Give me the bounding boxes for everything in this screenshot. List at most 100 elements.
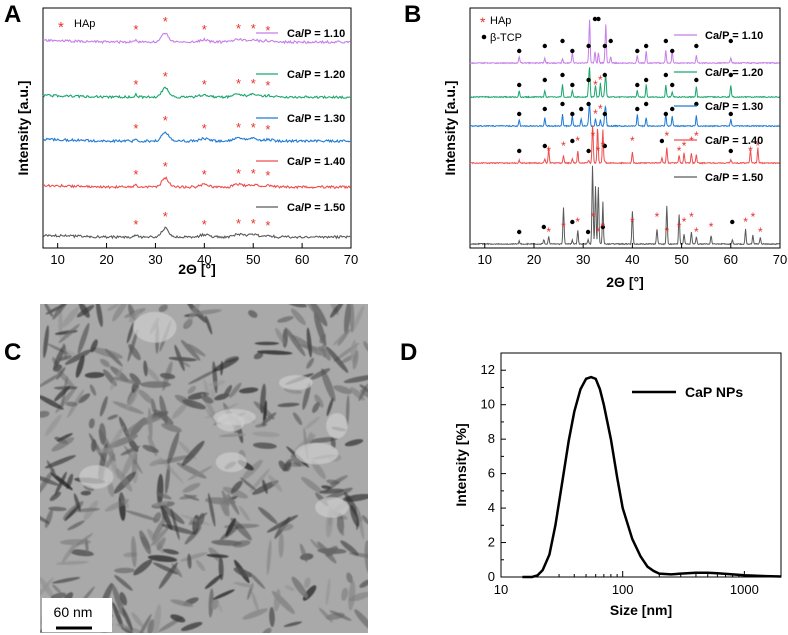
tem-nanorod bbox=[336, 523, 345, 536]
size-distribution-curve bbox=[522, 375, 782, 579]
panel-a-hap-legend-label: HAp bbox=[74, 18, 95, 30]
panel-d-y-axis-label: Intensity [%] bbox=[453, 423, 469, 506]
panel-a-hap-peak-marker: * bbox=[202, 22, 207, 37]
scale-bar-box bbox=[42, 598, 112, 632]
panel-b-x-tick-label: 20 bbox=[527, 252, 541, 267]
tem-nanorod bbox=[61, 541, 78, 564]
panel-b-pattern-line bbox=[469, 19, 780, 65]
tem-nanorod bbox=[150, 525, 170, 547]
tem-nanorod bbox=[196, 513, 205, 528]
tem-nanorod bbox=[95, 304, 103, 327]
tem-nanorod bbox=[233, 567, 252, 578]
tem-nanorod bbox=[137, 613, 152, 633]
tem-nanorod bbox=[278, 532, 284, 558]
tem-nanorod bbox=[64, 349, 92, 365]
tem-nanorod bbox=[128, 344, 141, 361]
panel-a-legend-label: Ca/P = 1.20 bbox=[287, 69, 345, 81]
tem-nanorod bbox=[125, 387, 140, 410]
panel-b-legend-label: Ca/P = 1.50 bbox=[705, 172, 763, 184]
panel-b-x-tick-label: 30 bbox=[576, 252, 590, 267]
tem-nanorod bbox=[158, 304, 168, 313]
panel-b-tcp-peak-marker bbox=[592, 16, 598, 22]
panel-b-tcp-legend-label: β-TCP bbox=[490, 32, 522, 44]
tem-nanorod bbox=[187, 553, 192, 569]
panel-b-tcp-peak-marker bbox=[643, 101, 649, 107]
panel-label-a: A bbox=[4, 1, 21, 28]
tem-nanorod bbox=[140, 381, 172, 388]
panel-d-frame bbox=[500, 352, 782, 578]
panel-b-tcp-peak-marker bbox=[694, 43, 699, 49]
tem-nanorod bbox=[306, 357, 315, 369]
tem-light-region bbox=[133, 311, 177, 343]
tem-nanorod bbox=[277, 402, 300, 408]
panel-b-tcp-peak-marker bbox=[602, 43, 608, 49]
tem-nanorod bbox=[345, 394, 350, 426]
panel-b-legend-label: Ca/P = 1.20 bbox=[705, 67, 763, 79]
tem-nanorod bbox=[303, 304, 323, 321]
tem-nanorod bbox=[65, 401, 78, 407]
panel-a-pattern-line bbox=[42, 86, 351, 100]
tem-nanorod bbox=[221, 490, 230, 507]
tem-nanorod bbox=[159, 456, 184, 484]
panel-b-hap-peak-marker: * bbox=[598, 102, 603, 116]
panel-b-hap-peak-marker: * bbox=[682, 139, 687, 153]
panel-b-tcp-peak-marker bbox=[728, 148, 733, 154]
tem-nanorod bbox=[112, 304, 129, 322]
tem-nanorod bbox=[329, 610, 352, 621]
tem-light-region bbox=[215, 452, 247, 473]
tem-nanorod bbox=[348, 580, 356, 611]
panel-b-hap-peak-marker: * bbox=[758, 225, 763, 239]
tem-nanorod bbox=[229, 382, 242, 398]
panel-b-tcp-peak-marker bbox=[694, 77, 699, 83]
tem-nanorod bbox=[69, 533, 94, 551]
panel-b-tcp-peak-marker bbox=[560, 72, 565, 78]
tem-nanorod bbox=[40, 372, 63, 388]
tem-nanorod bbox=[159, 395, 168, 425]
panel-b-x-tick-label: 50 bbox=[674, 252, 688, 267]
panel-a-hap-peak-marker: * bbox=[133, 22, 138, 37]
tem-nanorod bbox=[111, 377, 146, 386]
tem-nanorod bbox=[58, 323, 80, 344]
panel-b-hap-peak-marker: * bbox=[546, 225, 551, 239]
tem-nanorod bbox=[107, 304, 120, 311]
tem-nanorod bbox=[263, 400, 267, 427]
tem-nanorod bbox=[321, 485, 332, 490]
tem-nanorod bbox=[268, 474, 283, 492]
panel-a-hap-peak-marker: * bbox=[251, 120, 256, 135]
tem-nanorod bbox=[131, 536, 137, 568]
tem-nanorod bbox=[153, 501, 169, 507]
panel-b-tcp-peak-marker bbox=[670, 82, 675, 88]
panel-a-hap-peak-marker: * bbox=[163, 14, 168, 29]
panel-c-tem-image: 60 nm bbox=[40, 304, 368, 633]
panel-b-hap-peak-marker: * bbox=[677, 144, 682, 158]
panel-b-tcp-peak-marker bbox=[517, 48, 522, 54]
tem-nanorod bbox=[139, 530, 151, 555]
panel-b-hap-peak-marker: * bbox=[593, 107, 598, 121]
panel-b-tcp-peak-marker bbox=[670, 106, 675, 112]
tem-nanorod bbox=[253, 352, 264, 360]
tem-nanorod bbox=[283, 621, 303, 627]
panel-b-tcp-peak-marker bbox=[570, 111, 575, 117]
tem-nanorod bbox=[142, 444, 159, 453]
tem-nanorod bbox=[216, 601, 223, 613]
tem-nanorod bbox=[53, 344, 66, 370]
tem-nanorod bbox=[90, 339, 98, 353]
panel-a-hap-peak-marker: * bbox=[236, 21, 241, 36]
tem-nanorod bbox=[291, 334, 322, 356]
panel-b-legend-label: Ca/P = 1.30 bbox=[705, 101, 763, 113]
tem-nanorod bbox=[218, 557, 224, 581]
tem-nanorod bbox=[167, 431, 180, 465]
panel-b-tcp-peak-marker bbox=[600, 224, 606, 230]
panel-b-hap-peak-marker: * bbox=[682, 215, 687, 229]
panel-a-x-tick-label: 20 bbox=[99, 252, 113, 267]
tem-nanorod bbox=[147, 619, 155, 633]
panel-a-legend-label: Ca/P = 1.10 bbox=[287, 28, 345, 40]
tem-nanorod bbox=[266, 514, 299, 533]
tem-nanorod bbox=[52, 577, 81, 584]
panel-a-legend-label: Ca/P = 1.50 bbox=[287, 202, 345, 214]
tem-nanorod bbox=[100, 358, 110, 368]
tem-nanorod bbox=[248, 310, 258, 318]
tem-nanorod bbox=[44, 304, 54, 317]
tem-nanorod bbox=[182, 482, 201, 493]
